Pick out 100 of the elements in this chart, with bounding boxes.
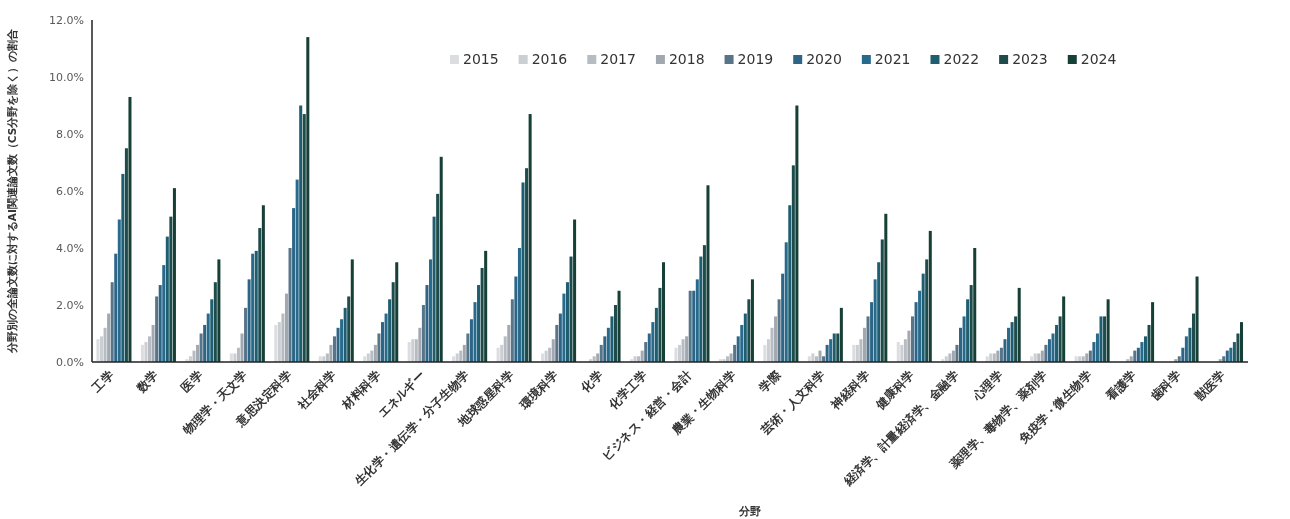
bar — [1232, 342, 1236, 362]
bar — [432, 216, 436, 362]
bar — [914, 302, 918, 362]
bar — [496, 347, 500, 362]
bar — [651, 322, 655, 362]
bar — [213, 282, 217, 362]
bar — [558, 313, 562, 362]
bar — [124, 148, 128, 362]
bar — [740, 324, 744, 362]
y-tick-label: 8.0% — [56, 128, 84, 141]
x-tick-label: 環境科学 — [516, 368, 561, 413]
bar — [928, 230, 932, 362]
x-tick-label: 神経科学 — [827, 368, 873, 413]
x-axis-title: 分野 — [738, 505, 761, 518]
bar — [100, 336, 104, 362]
bar — [880, 239, 884, 362]
bar — [692, 290, 696, 362]
bar — [654, 307, 658, 362]
bar — [743, 313, 747, 362]
bar — [644, 342, 648, 362]
y-tick-label: 2.0% — [56, 299, 84, 312]
bar — [766, 339, 770, 362]
bar — [966, 299, 970, 362]
bar — [763, 344, 767, 362]
bar — [647, 333, 651, 362]
bar — [750, 279, 754, 362]
bar — [528, 114, 532, 362]
y-tick-label: 6.0% — [56, 185, 84, 198]
bar — [555, 324, 559, 362]
bar — [736, 336, 740, 362]
bar — [658, 287, 662, 362]
bar — [196, 344, 200, 362]
bar — [302, 114, 306, 362]
bar — [955, 344, 959, 362]
bar — [562, 293, 566, 362]
bar — [877, 262, 881, 362]
bar — [332, 336, 337, 362]
bar — [907, 330, 911, 362]
y-tick-label: 4.0% — [56, 242, 84, 255]
bar — [117, 219, 121, 362]
bar — [1007, 327, 1011, 362]
bar — [247, 279, 251, 362]
bar — [695, 279, 699, 362]
bar — [469, 319, 473, 362]
legend-label: 2016 — [531, 51, 568, 67]
bar — [510, 299, 514, 362]
bar — [606, 327, 610, 362]
bar — [747, 299, 751, 362]
bar — [1003, 339, 1007, 362]
bar — [613, 305, 617, 362]
bar — [548, 347, 552, 362]
legend-label: 2020 — [806, 51, 842, 67]
x-tick-label: 学際 — [756, 367, 784, 396]
bar — [148, 336, 152, 362]
bar — [596, 353, 600, 362]
bar — [439, 156, 443, 362]
bar — [603, 336, 607, 362]
bar — [573, 219, 577, 362]
x-tick-label: 歯科学 — [1147, 368, 1184, 405]
bar — [347, 296, 351, 362]
bar — [421, 305, 425, 362]
bar — [774, 316, 778, 362]
bar — [1062, 296, 1066, 362]
bar — [1044, 344, 1048, 362]
bar — [165, 236, 169, 362]
bar — [733, 344, 737, 362]
bar — [921, 273, 925, 362]
bar — [203, 324, 207, 362]
bar — [284, 293, 288, 362]
bar — [795, 105, 799, 362]
bar — [217, 259, 221, 362]
bar — [1058, 316, 1062, 362]
bar — [918, 290, 922, 362]
bar — [151, 324, 155, 362]
bar — [1188, 327, 1192, 362]
bar — [1191, 313, 1195, 362]
bar — [162, 265, 166, 362]
bar — [1184, 336, 1188, 362]
bar — [1181, 347, 1185, 362]
bar — [236, 347, 240, 362]
bar — [962, 316, 966, 362]
bar — [281, 313, 285, 362]
bar — [503, 336, 507, 362]
bar — [199, 333, 203, 362]
bar — [1051, 333, 1055, 362]
y-tick-label: 0.0% — [56, 356, 84, 369]
bar — [514, 276, 518, 362]
bar — [521, 182, 525, 362]
bar — [244, 307, 248, 362]
bar — [1147, 324, 1151, 362]
bar — [155, 296, 159, 362]
bar — [1099, 316, 1103, 362]
bar — [910, 316, 915, 362]
bar — [373, 344, 377, 362]
bar — [114, 253, 118, 362]
bar — [959, 327, 963, 362]
bar — [1017, 287, 1021, 362]
bar — [292, 208, 296, 362]
bar — [128, 96, 132, 362]
bar — [1195, 276, 1199, 362]
